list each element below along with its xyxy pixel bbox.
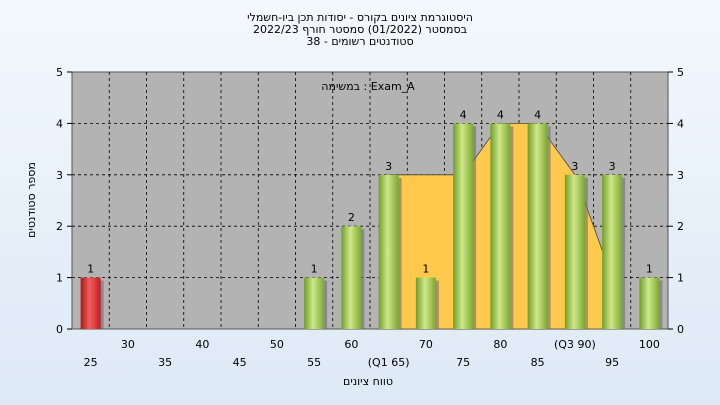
y-axis-right: 0 1 2 3 4 5 — [668, 66, 684, 336]
x-tick-label: 35 — [158, 356, 172, 369]
bar-value-label: 4 — [460, 108, 467, 121]
bars — [80, 123, 663, 330]
y-tick-label-right: 4 — [677, 117, 684, 130]
x-tick-label: 30 — [121, 338, 135, 351]
x-tick-label: 55 — [307, 356, 321, 369]
x-tick-label: 45 — [233, 356, 247, 369]
title-line-2: בסמסטר (01/2022) סמסטר חורף 2022/23 — [253, 23, 467, 36]
x-axis-label: טווח ציונים — [343, 375, 393, 388]
title-line-3: סטודנטים רשומים - 38 — [306, 35, 413, 48]
bar-70 — [415, 277, 436, 329]
y-tick-label: 0 — [56, 323, 63, 336]
x-tick-label: 85 — [531, 356, 545, 369]
y-tick-label-right: 0 — [677, 323, 684, 336]
x-tick-label: 95 — [605, 356, 619, 369]
bar-value-label: 3 — [571, 160, 578, 173]
bar-value-label: 1 — [422, 263, 429, 276]
x-tick-label: 40 — [195, 338, 209, 351]
y-tick-label-right: 5 — [677, 66, 684, 79]
chart-title: היסטוגרמת ציונים בקורס - יסודות תכן ביו-… — [247, 11, 473, 48]
bar-25 — [80, 277, 101, 329]
x-tick-label: (Q3 90) — [554, 338, 596, 351]
bar-80 — [490, 123, 511, 330]
bar-value-label: 1 — [87, 263, 94, 276]
x-tick-label: 70 — [419, 338, 433, 351]
bar-value-label: 4 — [534, 108, 541, 121]
bar-value-label: 1 — [646, 263, 653, 276]
x-tick-label: 25 — [84, 356, 98, 369]
bar-55 — [304, 277, 325, 329]
x-tick-label: 50 — [270, 338, 284, 351]
x-tick-label: 80 — [493, 338, 507, 351]
x-tick-label: 75 — [456, 356, 470, 369]
y-tick-label-right: 3 — [677, 169, 684, 182]
y-tick-label: 1 — [56, 272, 63, 285]
bar-85 — [527, 123, 548, 330]
y-tick-label-right: 2 — [677, 220, 684, 233]
bar-60 — [341, 226, 362, 329]
bar-value-label: 3 — [609, 160, 616, 173]
task-label: במשימה : Exam_A — [321, 80, 415, 93]
x-tick-label: 60 — [344, 338, 358, 351]
bar-100 — [639, 277, 660, 329]
y-axis-left: 0 1 2 3 4 5 — [56, 66, 72, 336]
bar-95 — [602, 174, 623, 329]
bar-value-labels: 1 1 2 3 1 4 4 4 3 3 1 — [87, 108, 653, 275]
y-tick-label: 4 — [56, 117, 63, 130]
x-tick-label: (Q1 65) — [368, 356, 410, 369]
y-tick-label: 2 — [56, 220, 63, 233]
bar-75 — [453, 123, 474, 330]
bar-value-label: 1 — [311, 263, 318, 276]
bar-value-label: 3 — [385, 160, 392, 173]
title-line-1: היסטוגרמת ציונים בקורס - יסודות תכן ביו-… — [247, 11, 473, 24]
y-tick-label-right: 1 — [677, 272, 684, 285]
y-tick-label: 3 — [56, 169, 63, 182]
bar-65 — [378, 174, 399, 329]
bar-value-label: 4 — [497, 108, 504, 121]
y-tick-label: 5 — [56, 66, 63, 79]
bar-value-label: 2 — [348, 211, 355, 224]
bar-90 — [564, 174, 585, 329]
x-tick-label: 100 — [639, 338, 660, 351]
x-axis: 25 30 35 40 45 50 55 60 (Q1 65) 70 75 80 85 (Q3 90) 95… — [84, 338, 660, 369]
y-axis-label: מספר סטודנטים — [25, 162, 38, 238]
